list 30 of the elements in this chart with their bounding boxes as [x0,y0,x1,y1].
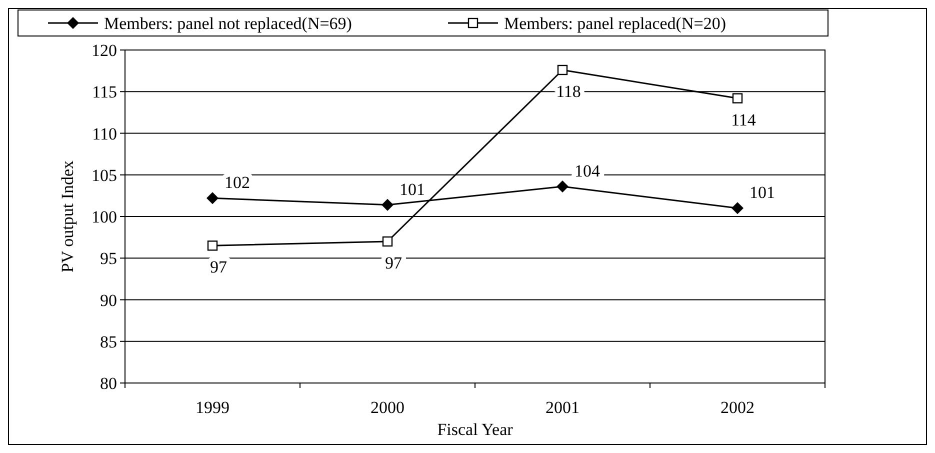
x-tick-label: 2000 [370,398,404,417]
x-tick-label: 1999 [196,398,230,417]
y-tick-label: 110 [92,124,117,144]
data-label: 97 [210,258,228,277]
y-tick-label: 85 [100,332,117,352]
point [732,202,744,214]
y-tick-label: 115 [92,82,117,102]
x-axis-title: Fiscal Year [437,420,514,439]
x-tick-label: 2001 [546,398,580,417]
legend-label: Members: panel not replaced(N=69) [104,14,352,33]
y-tick-label: 80 [100,374,117,393]
point [557,64,568,76]
y-tick-label: 120 [92,41,117,60]
x-tick-label: 2002 [720,398,754,417]
y-tick-label: 105 [92,166,117,185]
data-label: 114 [731,110,756,130]
point [382,236,393,247]
data-label: 101 [750,183,775,202]
y-tick-label: 90 [100,290,117,310]
point [382,198,394,211]
y-tick-label: 100 [92,208,117,226]
point [732,93,743,104]
y-tick-label: 95 [100,249,117,268]
legend-label: Members: panel replaced(N=20) [504,14,726,33]
point [207,240,218,251]
y-axis-title: PV output Index [58,160,77,273]
point [206,192,218,204]
data-label: 102 [224,173,250,192]
point [556,180,568,193]
data-label: 101 [400,180,425,199]
